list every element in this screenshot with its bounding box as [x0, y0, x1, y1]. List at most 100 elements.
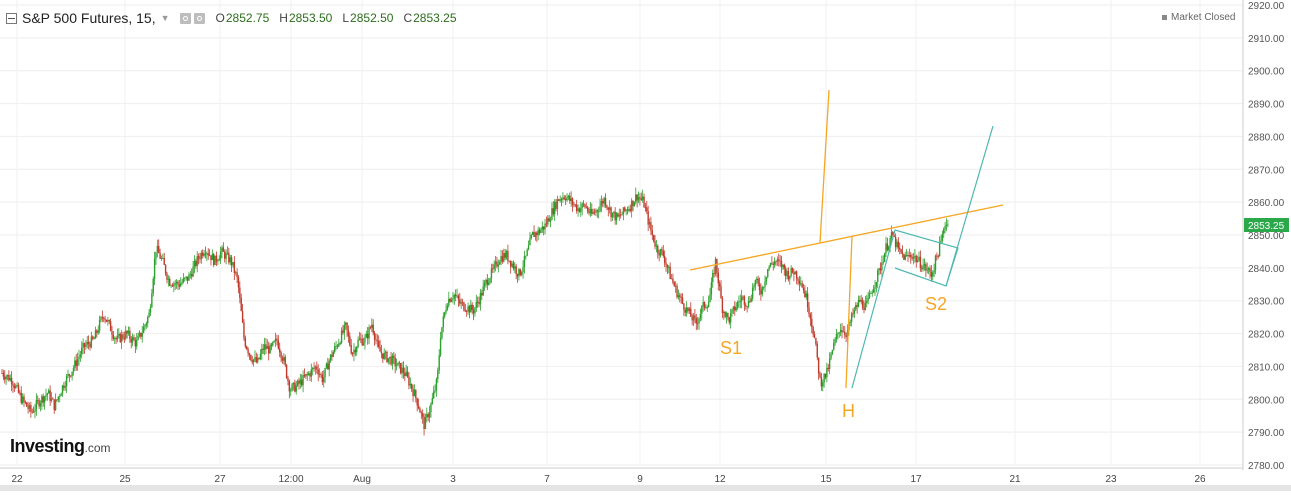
head-height-line[interactable]: [845, 235, 853, 389]
candle-body: [525, 255, 527, 257]
candle-body: [797, 278, 799, 281]
candle-body: [899, 247, 901, 250]
candle-body: [309, 373, 311, 377]
candle-body: [889, 238, 891, 247]
candle-body: [218, 258, 220, 261]
candle-body: [303, 375, 306, 377]
candle-body: [373, 332, 376, 340]
candle-body: [346, 322, 348, 331]
candle-body: [302, 375, 304, 386]
candle-body: [474, 307, 476, 314]
candle-body: [262, 348, 264, 350]
x-tick-label: 22: [11, 474, 23, 485]
candle-body: [582, 203, 585, 205]
candle-body: [580, 208, 582, 212]
candle-body: [706, 307, 708, 308]
candle-body: [98, 319, 101, 331]
candle-body: [493, 264, 495, 269]
candle-body: [567, 195, 570, 198]
candle-body: [597, 211, 600, 213]
target-projection-line[interactable]: [819, 89, 830, 244]
candle-body: [426, 414, 428, 417]
candle-body: [695, 318, 697, 324]
candle-body: [767, 269, 769, 278]
candle-body: [692, 315, 695, 321]
candle-body: [703, 302, 706, 308]
candle-body: [240, 297, 242, 311]
candle-body: [81, 347, 83, 355]
candle-body: [463, 302, 465, 311]
candle-body: [672, 278, 674, 283]
candle-body: [904, 255, 906, 260]
candle-body: [720, 286, 722, 299]
candle-body: [771, 263, 773, 264]
y-tick-label: 2890.00: [1248, 100, 1285, 111]
chevron-down-icon[interactable]: ▼: [160, 13, 170, 23]
neckline-trendline[interactable]: [689, 204, 1004, 271]
candle-body: [318, 374, 321, 375]
candle-body: [434, 389, 436, 392]
candle-body: [641, 196, 644, 200]
candle-body: [511, 263, 513, 267]
candle-body: [122, 334, 124, 339]
candle-body: [932, 272, 934, 277]
candle-body: [327, 363, 329, 370]
candle-body: [723, 311, 725, 314]
candle-body: [512, 263, 515, 269]
candle-body: [624, 207, 626, 211]
pattern-drawings[interactable]: S1 H S2: [689, 89, 1004, 421]
candle-body: [441, 327, 443, 339]
candle-body: [518, 269, 520, 277]
candle-body: [244, 338, 247, 347]
symbol-title[interactable]: S&P 500 Futures, 15,: [22, 10, 156, 26]
candle-body: [681, 297, 684, 304]
candle-body: [254, 357, 256, 360]
settings-icon[interactable]: [179, 12, 191, 24]
candle-body: [141, 332, 143, 337]
candle-body: [38, 400, 40, 407]
open-value: 2852.75: [225, 11, 270, 25]
candle-body: [835, 334, 838, 340]
candle-body: [564, 198, 567, 201]
candle-body: [497, 264, 500, 267]
flag-breakout-line[interactable]: [945, 125, 994, 287]
candle-body: [261, 348, 263, 354]
candle-body: [26, 402, 28, 407]
candle-body: [354, 349, 357, 353]
y-tick-label: 2830.00: [1248, 297, 1285, 308]
candle-body: [925, 264, 927, 271]
candle-body: [125, 330, 127, 339]
candle-body: [377, 340, 380, 348]
candle-body: [142, 326, 145, 333]
candle-body: [764, 281, 766, 287]
candle-body: [2, 373, 5, 377]
collapse-icon[interactable]: [6, 12, 17, 24]
candle-body: [772, 263, 774, 265]
high-value: 2853.50: [288, 11, 333, 25]
candle-body: [901, 252, 904, 254]
candle-body: [37, 400, 39, 401]
candle-body: [27, 406, 29, 409]
candle-body: [915, 255, 917, 263]
visibility-icon[interactable]: [193, 12, 205, 24]
candle-body: [776, 259, 779, 262]
candle-body: [92, 336, 94, 339]
candle-body: [629, 209, 631, 211]
candle-body: [331, 354, 333, 357]
candle-body: [633, 202, 636, 207]
candle-body: [611, 212, 614, 218]
candle-body: [696, 323, 699, 325]
time-scrollbar[interactable]: [0, 485, 1291, 491]
flag-channel[interactable]: [851, 229, 959, 389]
candle-body: [617, 213, 619, 217]
investing-logo: Investing.com: [10, 436, 111, 457]
candle-body: [94, 330, 97, 339]
candle-body: [171, 285, 174, 287]
candle-body: [1, 373, 3, 374]
candle-body: [83, 343, 86, 347]
candle-body: [504, 253, 506, 258]
x-tick-label: 9: [637, 474, 643, 485]
candle-body: [791, 267, 794, 273]
